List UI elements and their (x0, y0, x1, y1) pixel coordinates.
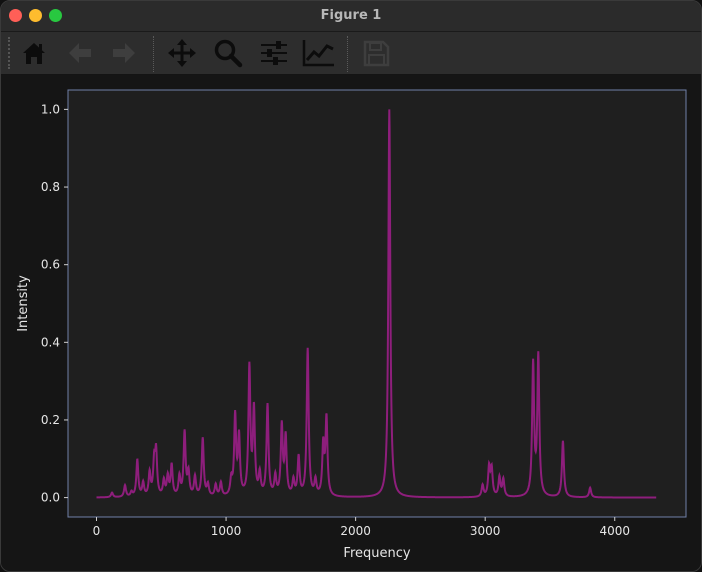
forward-button[interactable] (107, 37, 141, 69)
pan-button[interactable] (165, 37, 199, 69)
plot-area (67, 89, 687, 518)
x-axis-label: Frequency (343, 546, 410, 561)
x-tick-label: 4000 (599, 524, 630, 538)
title-bar: Figure 1 (1, 1, 701, 32)
configure-subplots-button[interactable] (257, 37, 291, 69)
toolbar-separator (347, 36, 348, 72)
zoom-icon (214, 39, 243, 68)
y-tick-label: 0.8 (41, 180, 60, 194)
y-tick-label: 0.0 (41, 491, 60, 505)
navigation-toolbar (1, 32, 701, 74)
save-button[interactable] (359, 37, 393, 69)
y-tick-label: 0.2 (41, 413, 60, 427)
y-tick-label: 0.6 (41, 258, 60, 272)
y-tick-label: 0.4 (41, 335, 60, 349)
y-axis: 0.0 0.2 0.4 0.6 0.8 1.0 (41, 102, 68, 505)
intensity-line (96, 109, 657, 499)
toolbar-grip (8, 37, 10, 69)
edit-axes-button[interactable] (302, 37, 336, 69)
maximize-window-button[interactable] (49, 9, 62, 22)
move-icon (168, 39, 196, 67)
x-tick-label: 0 (93, 524, 101, 538)
minimize-window-button[interactable] (29, 9, 42, 22)
y-axis-label: Intensity (16, 275, 31, 332)
zoom-button[interactable] (211, 37, 245, 69)
line-chart-icon (302, 40, 334, 67)
back-button[interactable] (63, 37, 97, 69)
x-tick-label: 3000 (470, 524, 501, 538)
y-tick-label: 1.0 (41, 102, 60, 116)
spectrum-chart[interactable]: 0 1000 2000 3000 4000 0.0 0.2 0.4 0.6 0.8 1.0 Fre… (1, 75, 701, 571)
sliders-icon (261, 41, 287, 65)
x-axis: 0 1000 2000 3000 4000 (93, 517, 630, 538)
save-icon (363, 40, 390, 67)
x-tick-label: 1000 (211, 524, 242, 538)
close-window-button[interactable] (9, 9, 22, 22)
arrow-left-icon (69, 43, 91, 63)
window-title: Figure 1 (320, 8, 382, 23)
toolbar-separator (153, 36, 154, 72)
home-icon (23, 43, 45, 64)
figure-canvas[interactable]: 0 1000 2000 3000 4000 0.0 0.2 0.4 0.6 0.8 1.0 Fre… (1, 75, 701, 571)
x-tick-label: 2000 (340, 524, 371, 538)
arrow-right-icon (113, 43, 135, 63)
home-button[interactable] (17, 37, 51, 69)
